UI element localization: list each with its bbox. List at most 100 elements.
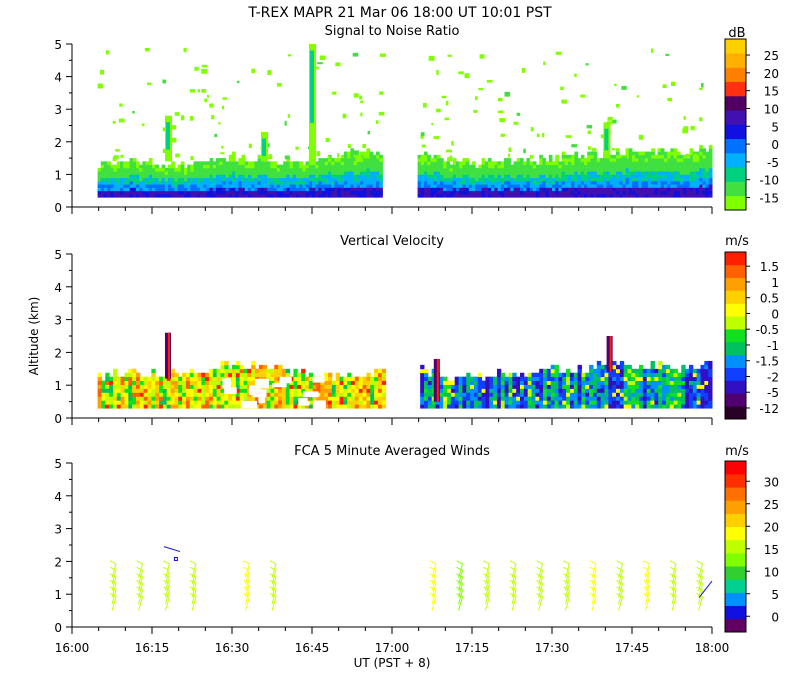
velocity-cell <box>581 380 586 385</box>
snr-cell <box>545 187 550 192</box>
snr-cell <box>516 180 521 185</box>
snr-cell <box>280 171 284 175</box>
snr-cell <box>708 151 713 156</box>
velocity-cell <box>232 384 237 389</box>
wind-barb-flag <box>669 566 677 571</box>
wind-barb-staff <box>458 589 464 605</box>
snr-cell <box>302 177 307 182</box>
snr-cell <box>606 184 611 188</box>
snr-cell <box>366 164 371 169</box>
snr-cell <box>152 190 156 195</box>
velocity-cell <box>424 388 429 393</box>
snr-cell <box>433 171 438 175</box>
snr-cell <box>548 184 553 188</box>
snr-cell <box>532 180 537 185</box>
velocity-cell <box>535 392 540 397</box>
snr-cell <box>331 184 335 188</box>
snr-cell <box>184 177 188 182</box>
snr-cell <box>328 171 332 175</box>
snr-cell <box>136 164 140 169</box>
velocity-cell <box>527 376 533 382</box>
velocity-cell <box>619 372 625 378</box>
snr-cell <box>203 184 207 188</box>
snr-cell <box>100 177 105 182</box>
snr-cell <box>225 177 230 182</box>
snr-cell <box>222 177 227 182</box>
velocity-cell <box>673 400 678 405</box>
snr-cell <box>312 193 316 198</box>
velocity-cell <box>596 400 602 405</box>
snr-cell <box>196 184 201 188</box>
velocity-cell <box>569 380 575 385</box>
velocity-cell <box>589 392 594 397</box>
velocity-cell <box>696 380 701 385</box>
snr-speckle <box>353 93 359 98</box>
snr-cell <box>171 180 175 185</box>
velocity-cell <box>220 372 225 378</box>
snr-cell <box>299 187 303 192</box>
snr-cell <box>536 180 540 185</box>
snr-cell <box>232 187 236 192</box>
snr-speckle <box>498 97 503 102</box>
snr-cell <box>142 164 147 169</box>
snr-cell <box>155 174 159 179</box>
velocity-cell <box>466 404 471 409</box>
velocity-cell <box>450 404 456 409</box>
velocity-cell <box>178 376 183 382</box>
snr-cell <box>603 164 607 169</box>
wind-barb-staff <box>564 596 570 611</box>
velocity-cell <box>216 372 221 378</box>
snr-cell <box>264 164 268 169</box>
velocity-cell <box>566 376 571 382</box>
snr-cell <box>452 193 457 198</box>
snr-cell <box>593 161 598 166</box>
snr-cell <box>500 184 505 188</box>
velocity-cell <box>170 376 175 382</box>
snr-cell <box>702 158 707 162</box>
snr-cell <box>212 187 217 192</box>
snr-cell <box>507 187 511 192</box>
snr-plume-core <box>262 138 266 157</box>
snr-cell <box>145 164 150 169</box>
snr-cell <box>276 190 281 195</box>
snr-cell <box>424 180 428 185</box>
snr-cell <box>523 187 527 192</box>
snr-cell <box>174 187 179 192</box>
snr-speckle <box>447 54 452 57</box>
snr-cell <box>462 187 467 192</box>
snr-cell <box>158 190 163 195</box>
snr-cell <box>590 161 595 166</box>
snr-cell <box>296 177 300 182</box>
velocity-cell <box>136 392 141 397</box>
snr-cell <box>104 174 108 179</box>
velocity-cell <box>562 380 567 385</box>
velocity-cell <box>520 404 525 409</box>
velocity-cell <box>654 376 659 382</box>
wind-barb-flag <box>429 560 437 565</box>
velocity-cell <box>343 392 348 397</box>
colorbar-swatch <box>725 539 746 554</box>
velocity-cell <box>193 376 198 382</box>
velocity-cell <box>704 404 709 409</box>
snr-cell <box>657 180 662 185</box>
snr-cell <box>299 174 303 179</box>
snr-cell <box>312 180 316 185</box>
snr-cell <box>536 184 540 188</box>
snr-speckle <box>504 91 511 97</box>
snr-cell <box>171 161 175 166</box>
snr-cell <box>376 151 380 156</box>
velocity-cell <box>297 372 302 378</box>
velocity-cell <box>562 372 567 378</box>
snr-cell <box>244 187 249 192</box>
snr-cell <box>97 187 102 192</box>
velocity-cell <box>366 380 371 385</box>
velocity-cell <box>447 404 452 409</box>
snr-cell <box>232 193 236 198</box>
snr-cell <box>424 177 428 182</box>
velocity-cell <box>243 380 248 385</box>
velocity-cell <box>370 396 375 401</box>
snr-cell <box>430 184 435 188</box>
snr-cell <box>283 174 287 179</box>
snr-cell <box>478 187 483 192</box>
velocity-cell <box>136 372 141 378</box>
